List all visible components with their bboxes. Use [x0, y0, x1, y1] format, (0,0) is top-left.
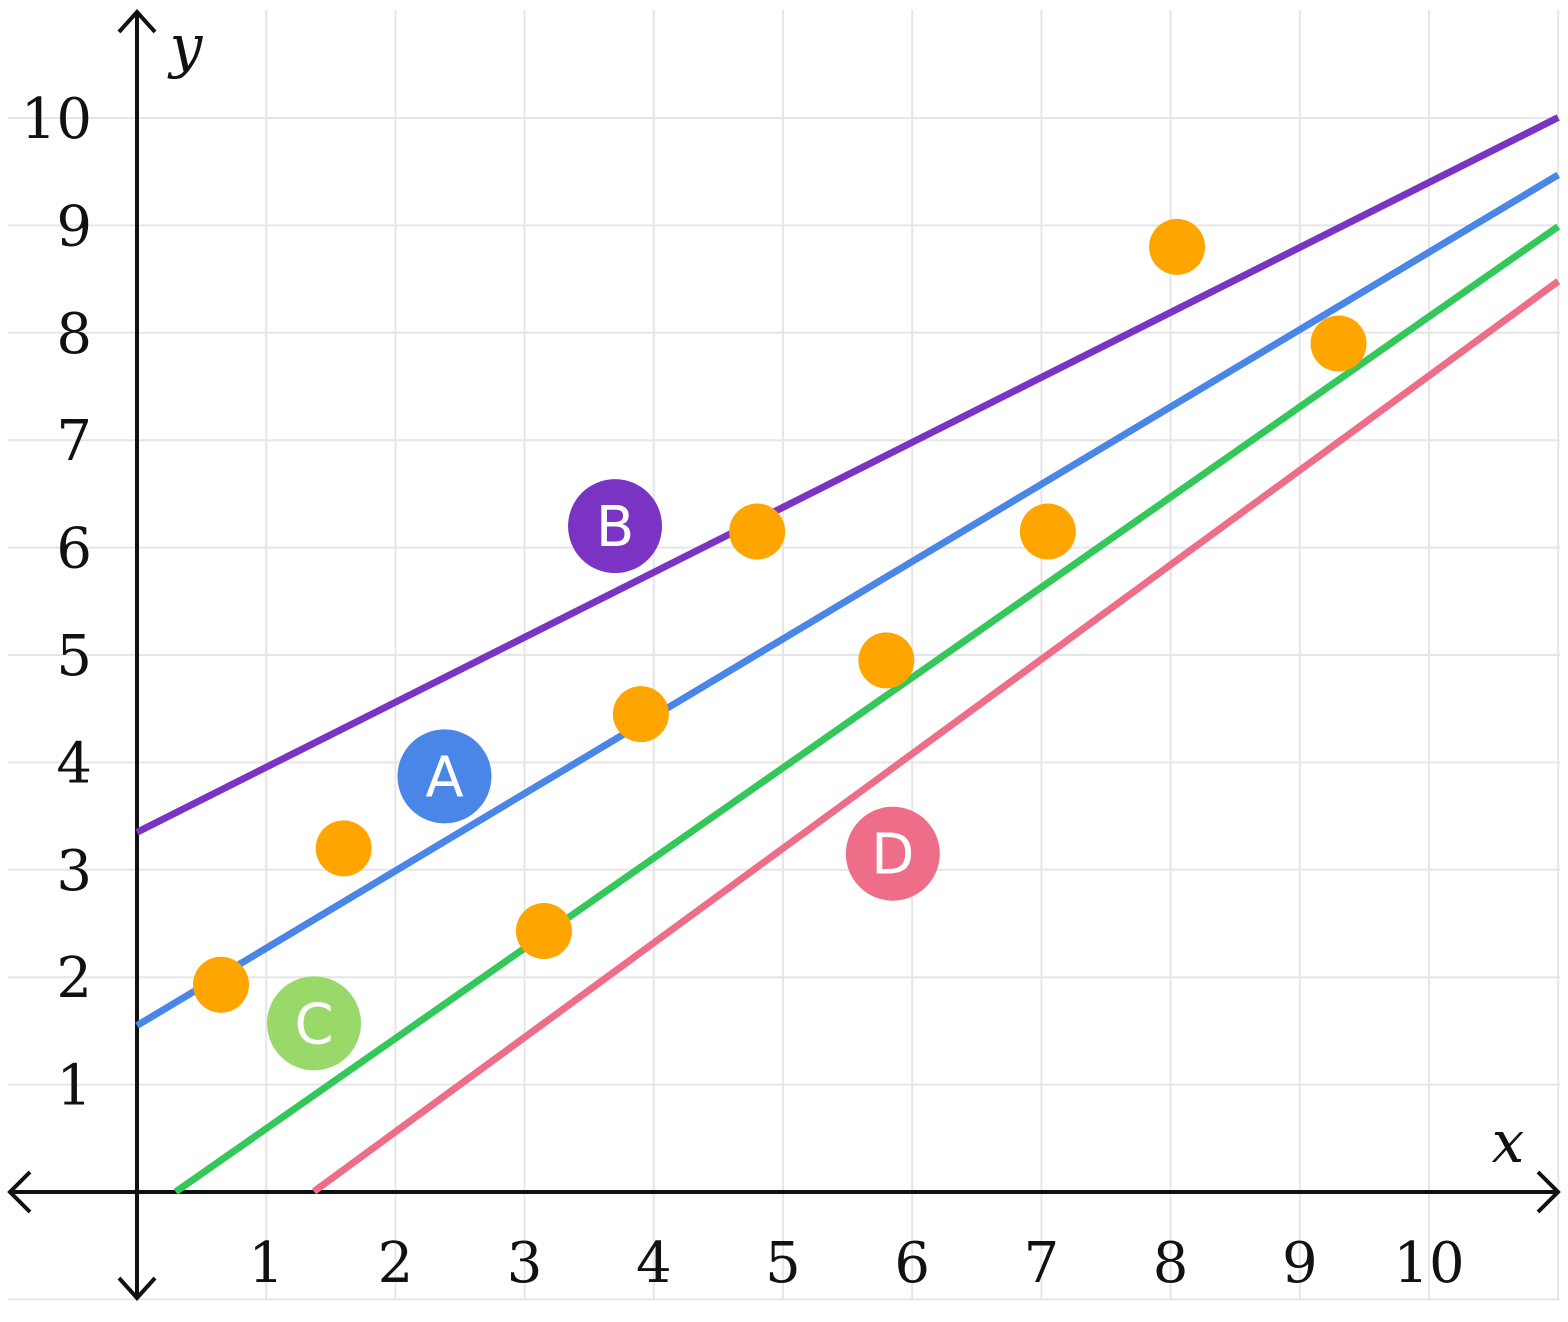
badge-a: A [397, 729, 492, 824]
badge-circle [568, 479, 663, 574]
badge-label: B [596, 495, 634, 560]
data-point [729, 503, 786, 560]
y-tick-label: 9 [56, 194, 92, 259]
badge-label: C [294, 992, 333, 1057]
x-tick-label: 4 [636, 1231, 672, 1296]
tick-labels: 1 2 3 4 5 6 7 8 9 10 1 2 3 4 5 6 7 8 9 10 [21, 87, 1465, 1296]
badge-label: A [425, 745, 463, 810]
data-point [515, 903, 572, 960]
x-tick-label: 3 [507, 1231, 543, 1296]
badge-label: D [871, 823, 914, 888]
data-point [1149, 218, 1206, 275]
y-tick-label: 4 [56, 731, 92, 796]
x-tick-label: 2 [378, 1231, 414, 1296]
y-tick-label: 7 [56, 409, 92, 474]
fit-line-d [311, 278, 1561, 1195]
data-point [612, 686, 669, 743]
x-axis-title: x [1492, 1108, 1525, 1176]
x-tick-label: 10 [1393, 1231, 1464, 1296]
y-tick-label: 3 [56, 839, 92, 904]
axes [7, 9, 1561, 1301]
x-tick-label: 1 [248, 1231, 284, 1296]
badge-circle [267, 976, 362, 1071]
y-axis-arrow-top [117, 9, 157, 34]
badge-c: C [267, 976, 362, 1071]
grid [8, 10, 1560, 1301]
fit-line-b [135, 114, 1560, 836]
data-point [858, 632, 915, 689]
data-point [1019, 503, 1076, 560]
x-tick-label: 6 [894, 1231, 930, 1296]
data-point [192, 956, 249, 1013]
y-axis-arrow-bottom [117, 1276, 157, 1301]
y-tick-label: 2 [56, 946, 92, 1011]
y-tick-label: 1 [56, 1054, 92, 1119]
badge-b: B [568, 479, 663, 574]
x-tick-label: 8 [1153, 1231, 1189, 1296]
badge-circle [397, 729, 492, 824]
x-tick-label: 9 [1282, 1231, 1318, 1296]
fit-line-a [135, 171, 1560, 1029]
x-axis-arrow-left [7, 1170, 32, 1214]
data-point [315, 820, 372, 877]
line-badges: A B C D [267, 479, 940, 1071]
y-axis-title: y [167, 12, 204, 80]
y-tick-label: 6 [56, 517, 92, 582]
badge-d: D [845, 806, 940, 901]
x-tick-label: 7 [1024, 1231, 1060, 1296]
y-tick-label: 8 [56, 302, 92, 367]
data-points [192, 218, 1367, 1013]
data-point [1310, 315, 1367, 372]
x-axis-arrow-right [1536, 1170, 1561, 1214]
fit-lines [135, 114, 1561, 1195]
fit-line-c [173, 223, 1561, 1195]
badge-circle [845, 806, 940, 901]
y-tick-label: 5 [56, 624, 92, 689]
x-tick-label: 5 [765, 1231, 801, 1296]
y-tick-label: 10 [21, 87, 92, 152]
